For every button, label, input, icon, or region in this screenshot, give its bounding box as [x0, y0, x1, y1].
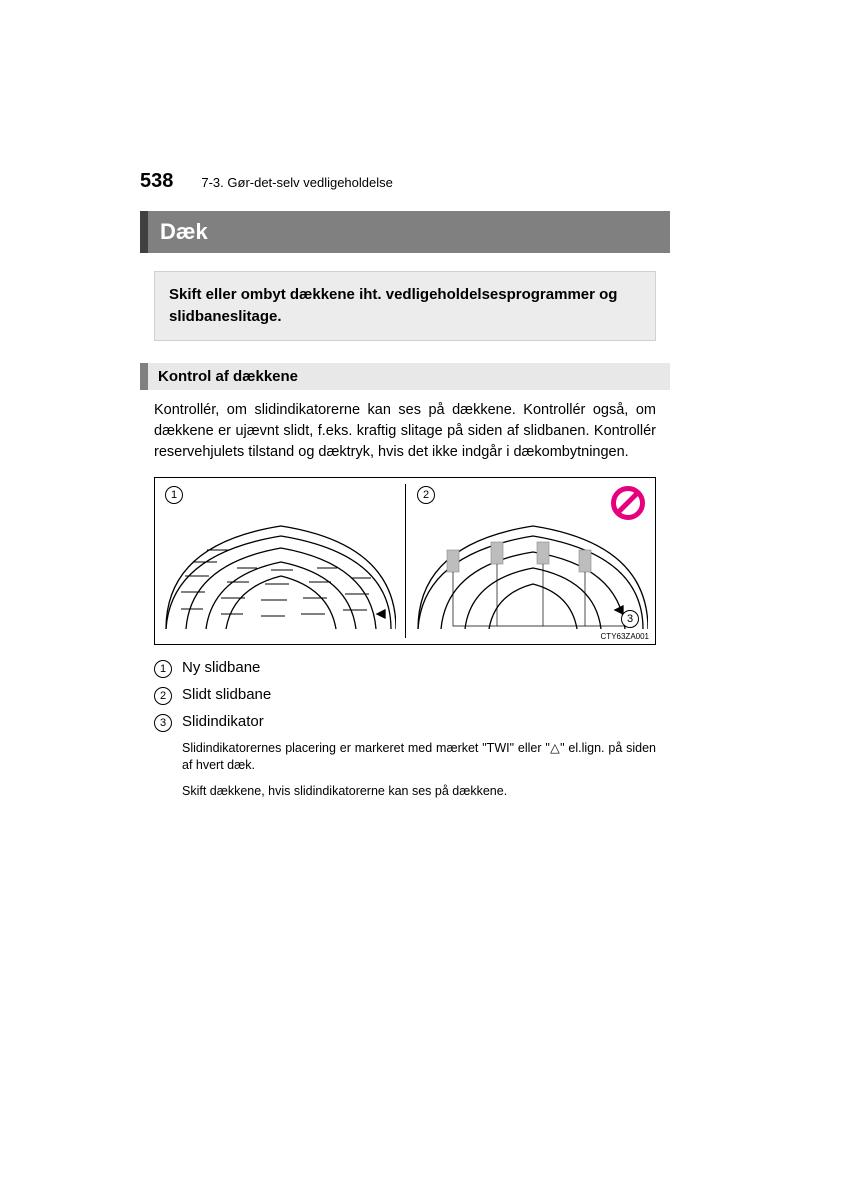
note-2: Skift dækkene, hvis slidindikatorerne ka… — [182, 783, 656, 801]
legend-marker: 3 — [154, 714, 172, 732]
legend-label: Slidt slidbane — [182, 686, 271, 703]
callout-2: 2 — [417, 486, 435, 504]
figure-legend: 1 Ny slidbane 2 Slidt slidbane 3 Slidind… — [154, 659, 656, 732]
figure-code: CTY63ZA001 — [601, 632, 649, 641]
intro-summary: Skift eller ombyt dækkene iht. vedligeho… — [154, 271, 656, 341]
legend-label: Ny slidbane — [182, 659, 260, 676]
note-1: Slidindikatorernes placering er markeret… — [182, 740, 656, 775]
legend-marker: 1 — [154, 660, 172, 678]
section-subhead: Kontrol af dækkene — [140, 363, 670, 390]
callout-3: 3 — [621, 610, 639, 628]
body-paragraph: Kontrollér, om slidindikatorerne kan ses… — [154, 400, 656, 463]
legend-item-3: 3 Slidindikator — [154, 713, 656, 732]
callout-1: 1 — [165, 486, 183, 504]
page-number: 538 — [140, 170, 173, 193]
section-breadcrumb: 7-3. Gør-det-selv vedligeholdelse — [201, 175, 392, 190]
legend-item-2: 2 Slidt slidbane — [154, 686, 656, 705]
tire-worn-illustration — [413, 514, 648, 634]
legend-item-1: 1 Ny slidbane — [154, 659, 656, 678]
legend-notes: Slidindikatorernes placering er markeret… — [182, 740, 656, 801]
legend-label: Slidindikator — [182, 713, 264, 730]
manual-page: 538 7-3. Gør-det-selv vedligeholdelse Dæ… — [140, 170, 670, 808]
page-title: Dæk — [140, 211, 670, 253]
tire-figure: 1 2 — [154, 477, 656, 645]
tire-new-illustration — [161, 514, 396, 634]
legend-marker: 2 — [154, 687, 172, 705]
page-header: 538 7-3. Gør-det-selv vedligeholdelse — [140, 170, 670, 193]
figure-divider — [405, 484, 406, 638]
